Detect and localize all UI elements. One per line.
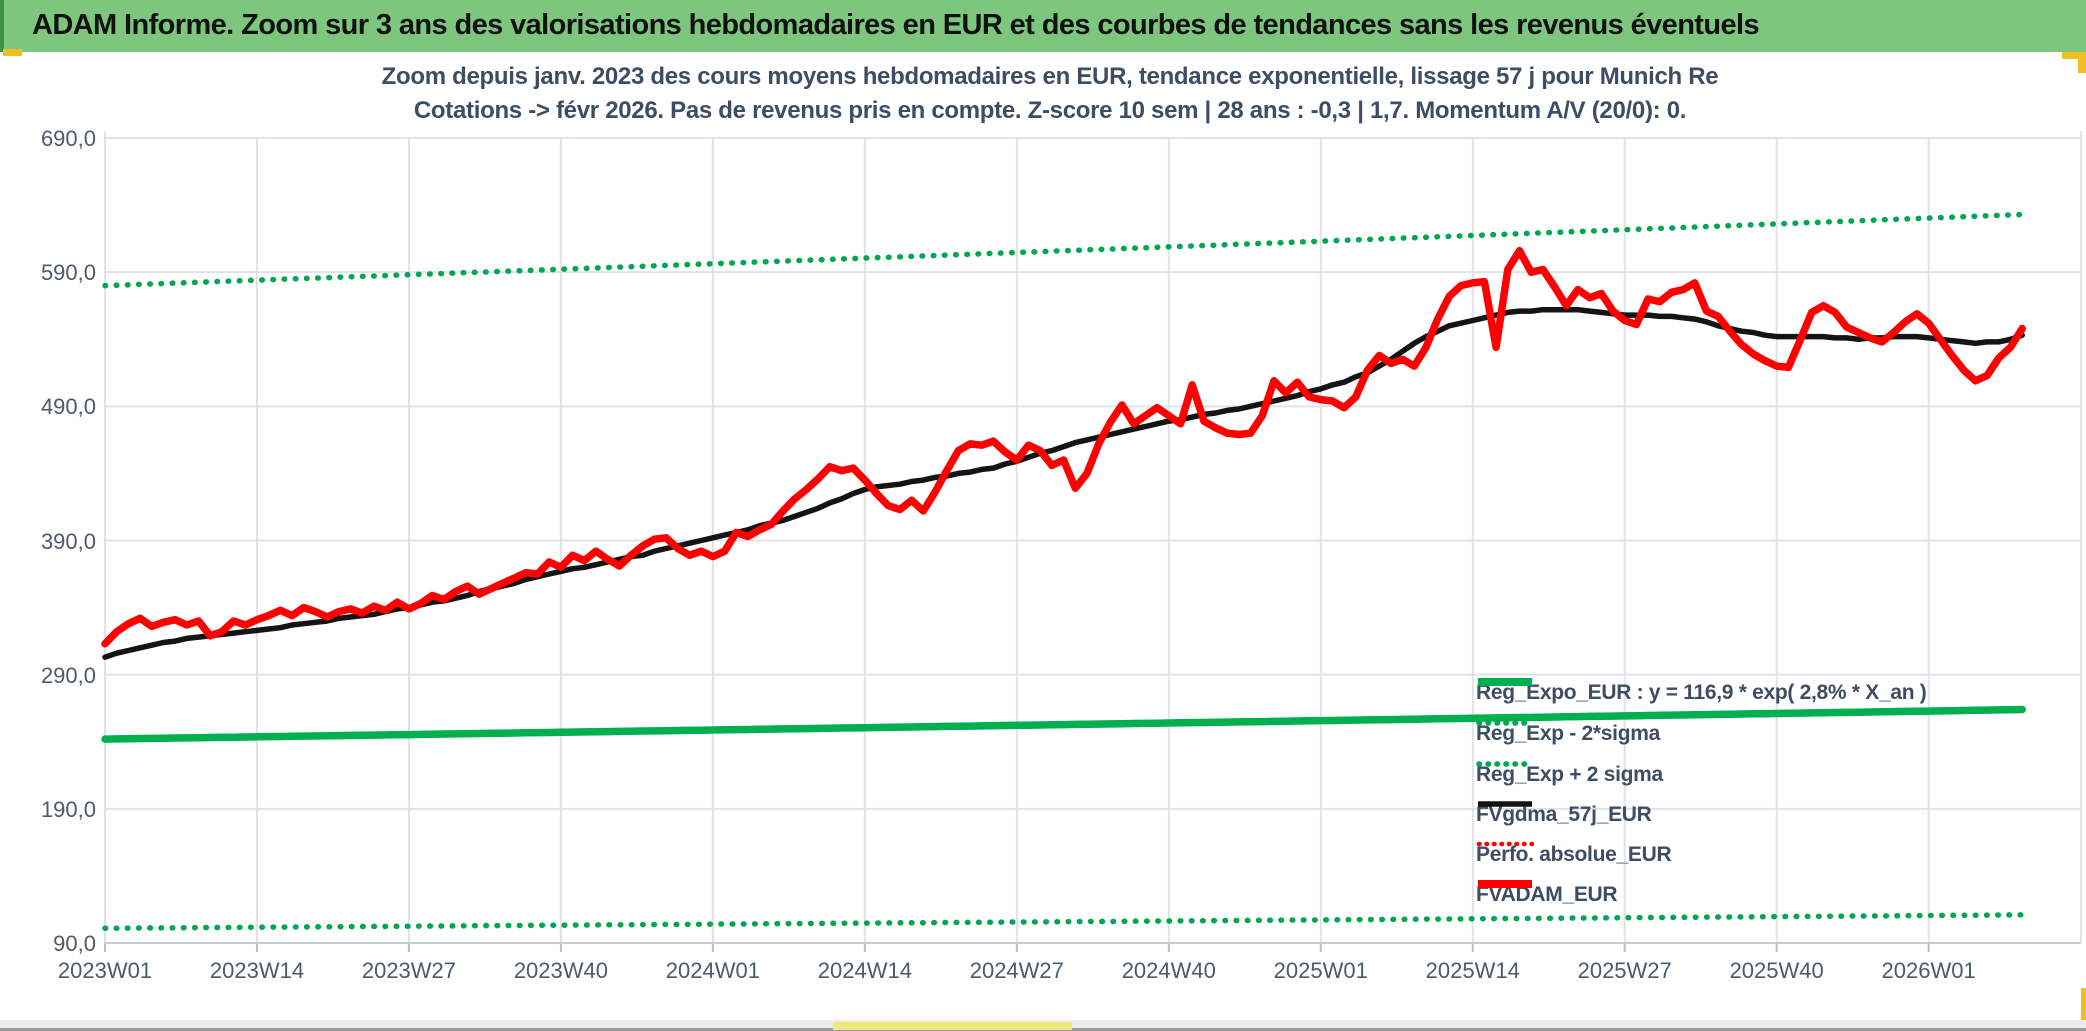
chart-title-line2: Cotations -> févr 2026. Pas de revenus p…: [413, 97, 1687, 124]
series-reg-expo-line[interactable]: [101, 705, 2026, 743]
legend-item-minus-2sigma[interactable]: Reg_Exp - 2*sigma: [1476, 717, 1660, 751]
corner-accent-bottom-right-edge: [2081, 988, 2086, 1031]
y-tick-label: 90,0: [53, 931, 96, 956]
legend-item-reg-expo[interactable]: Reg_Expo_EUR : y = 116,9 * exp( 2,8% * X…: [1476, 676, 1927, 710]
report-banner-title: ADAM Informe. Zoom sur 3 ans des valoris…: [32, 9, 1760, 41]
x-tick-label: 2023W40: [513, 958, 608, 983]
solid-black-line-icon: [1478, 801, 1532, 807]
solid-red-line-icon: [1478, 880, 1532, 888]
dotted-green-line-icon: [1476, 761, 1534, 767]
dotted-red-line-icon: [1476, 841, 1534, 847]
x-tick-label: 2024W01: [665, 958, 760, 983]
series-minus-2sigma-line[interactable]: [102, 912, 2025, 931]
corner-accent-top-right-edge: [2078, 52, 2086, 73]
x-tick-label: 2025W40: [1729, 958, 1824, 983]
x-tick-label: 2025W01: [1273, 958, 1368, 983]
x-tick-label: 2023W27: [361, 958, 457, 983]
corner-accent-top-right: [2062, 52, 2086, 59]
y-tick-label: 690,0: [40, 126, 96, 151]
x-tick-label: 2023W14: [209, 958, 305, 983]
x-tick-label: 2024W14: [817, 958, 912, 983]
report-banner: ADAM Informe. Zoom sur 3 ans des valoris…: [0, 0, 2086, 52]
x-tick-label: 2024W27: [969, 958, 1064, 983]
y-tick-label: 290,0: [40, 662, 96, 688]
chart-title-line1: Zoom depuis janv. 2023 des cours moyens …: [381, 63, 1719, 90]
dotted-green-line-icon: [1476, 720, 1534, 726]
series-plus-2sigma-line[interactable]: [102, 211, 2025, 289]
corner-accent-top-left: [3, 49, 22, 56]
y-tick-label: 390,0: [40, 528, 96, 554]
legend-item-fvgdma[interactable]: FVgdma_57j_EUR: [1476, 798, 1652, 832]
legend-item-fvadam[interactable]: FVADAM_EUR: [1476, 878, 1618, 912]
y-tick-label: 590,0: [40, 260, 96, 286]
x-tick-label: 2024W40: [1121, 958, 1216, 983]
x-tick-label: 2023W01: [57, 958, 153, 983]
legend-item-perfo-absolue[interactable]: Perfo. absolue_EUR: [1476, 838, 1672, 872]
x-tick-label: 2025W27: [1577, 958, 1672, 983]
x-tick-label: 2025W14: [1425, 958, 1520, 983]
solid-green-line-icon: [1478, 678, 1532, 686]
series-fvadam-line[interactable]: [101, 246, 2026, 648]
legend-item-plus-2sigma[interactable]: Reg_Exp + 2 sigma: [1476, 758, 1663, 792]
sheet-tab-marker[interactable]: [833, 1022, 1072, 1030]
x-tick-label: 2026W01: [1881, 958, 1976, 983]
y-tick-label: 190,0: [40, 796, 96, 822]
y-tick-label: 490,0: [40, 394, 96, 420]
